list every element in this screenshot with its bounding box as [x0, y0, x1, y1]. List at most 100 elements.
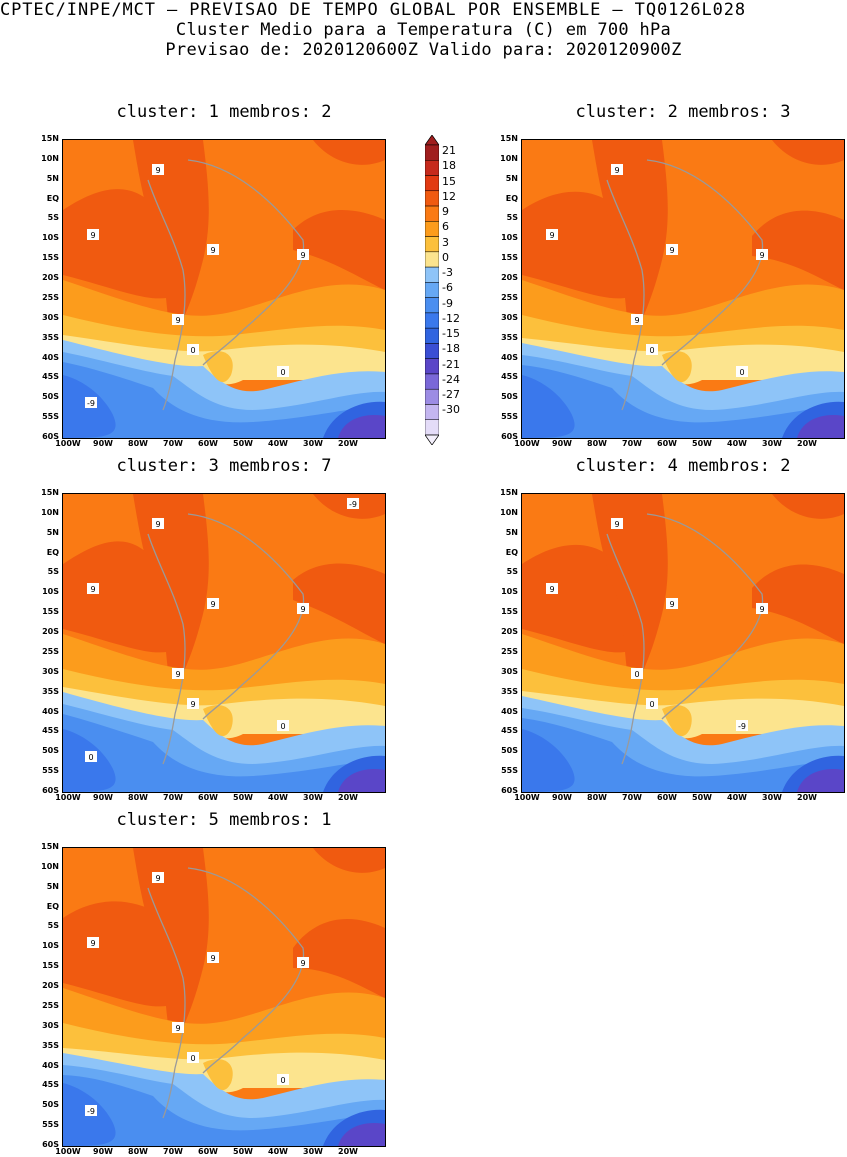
svg-text:9: 9 [300, 251, 305, 260]
lat-tick-label: 30S [42, 1020, 59, 1030]
header-line-2: Cluster Medio para a Temperatura (C) em … [175, 20, 672, 40]
colorbar-tick-label: -15 [442, 327, 460, 341]
lat-tick-label: 50S [42, 746, 59, 756]
lon-tick-label: 50W [692, 793, 712, 802]
colorbar-swatch [424, 236, 440, 253]
lat-tick-label: 50S [501, 392, 518, 402]
lat-tick-label: 10S [42, 941, 59, 951]
lon-tick-label: 80W [128, 793, 148, 802]
svg-text:0: 0 [280, 722, 285, 731]
svg-text:9: 9 [210, 246, 215, 255]
lon-tick-label: 50W [692, 439, 712, 448]
lat-tick-label: 10N [41, 861, 59, 871]
lon-tick-label: 80W [587, 439, 607, 448]
svg-text:9: 9 [614, 166, 619, 175]
contour-label: 0 [85, 751, 97, 762]
svg-text:9: 9 [175, 316, 180, 325]
contour-label: 0 [187, 344, 199, 355]
lat-tick-label: 40S [42, 352, 59, 362]
lon-tick-label: 80W [587, 793, 607, 802]
lon-tick-label: 50W [233, 1147, 253, 1156]
lon-tick-label: 40W [727, 439, 747, 448]
contour-label: 9 [297, 957, 309, 968]
lat-tick-label: 25S [42, 292, 59, 302]
lon-tick-label: 90W [552, 439, 572, 448]
lat-tick-label: 20S [42, 981, 59, 991]
contour-label: 0 [187, 1052, 199, 1063]
colorbar-swatch [424, 373, 440, 390]
colorbar-tick-label: -6 [442, 281, 453, 295]
lat-tick-label: 10S [42, 587, 59, 597]
contour-fill: 9 9 9 9 9 9 0 0 -9 [63, 494, 385, 792]
colorbar-swatch [424, 205, 440, 222]
lon-tick-label: 70W [622, 793, 642, 802]
contour-label: -9 [736, 720, 748, 731]
contour-label: 9 [546, 229, 558, 240]
svg-text:0: 0 [190, 346, 195, 355]
svg-text:-9: -9 [738, 722, 746, 731]
lon-tick-label: 100W [514, 439, 540, 448]
lat-tick-label: 25S [42, 1000, 59, 1010]
svg-text:9: 9 [155, 874, 160, 883]
contour-label: 9 [546, 583, 558, 594]
panel-title: cluster: 3 membros: 7 [116, 456, 332, 476]
lat-tick-label: 60S [501, 786, 518, 795]
lat-tick-label: 5S [47, 921, 59, 931]
colorbar-swatch [424, 190, 440, 207]
contour-label: 9 [152, 872, 164, 883]
svg-text:-9: -9 [87, 399, 95, 408]
lat-tick-label: 60S [42, 786, 59, 795]
lat-tick-label: 5N [46, 527, 59, 537]
contour-label: 9 [666, 598, 678, 609]
lat-tick-label: 30S [42, 666, 59, 676]
lat-tick-label: 60S [501, 432, 518, 441]
contour-label: 9 [87, 583, 99, 594]
colorbar-swatch [424, 160, 440, 176]
svg-text:9: 9 [300, 959, 305, 968]
lon-tick-label: 30W [303, 439, 323, 448]
contour-label: 9 [297, 603, 309, 614]
panel-title: cluster: 4 membros: 2 [575, 456, 791, 476]
colorbar-swatch [424, 221, 440, 237]
colorbar-tick-label: -27 [442, 388, 460, 402]
contour-label: 9 [207, 244, 219, 255]
lat-tick-label: 25S [42, 646, 59, 656]
lat-tick-label: 10S [501, 233, 518, 243]
contour-label: 0 [277, 720, 289, 731]
colorbar-tick-label: -21 [442, 357, 460, 371]
lat-tick-label: 15S [42, 961, 59, 971]
colorbar-swatch [424, 175, 440, 192]
contour-label: 0 [646, 344, 658, 355]
colorbar-tick-label: -3 [442, 266, 453, 280]
lon-tick-label: 60W [198, 439, 218, 448]
lat-tick-label: 25S [501, 646, 518, 656]
svg-text:9: 9 [300, 605, 305, 614]
contour-label: 9 [666, 244, 678, 255]
contour-fill: 9 9 9 9 9 0 0 -9 [63, 140, 385, 438]
lon-tick-label: 100W [55, 439, 81, 448]
svg-text:9: 9 [90, 231, 95, 240]
lat-tick-label: 15S [501, 607, 518, 617]
lat-tick-label: 5S [47, 567, 59, 577]
contour-label: 9 [631, 314, 643, 325]
svg-text:9: 9 [90, 939, 95, 948]
lat-tick-label: 15S [501, 253, 518, 263]
colorbar-swatch [424, 251, 440, 268]
lon-tick-label: 30W [303, 793, 323, 802]
lat-tick-label: 10N [41, 153, 59, 163]
lat-tick-label: 40S [501, 352, 518, 362]
lon-tick-label: 70W [622, 439, 642, 448]
lat-tick-label: EQ [46, 901, 59, 911]
lat-tick-label: 35S [42, 332, 59, 342]
lat-tick-label: 50S [42, 1100, 59, 1110]
svg-text:9: 9 [759, 251, 764, 260]
contour-label: 9 [152, 164, 164, 175]
colorbar-tick-label: 0 [442, 250, 449, 264]
lon-tick-label: 30W [762, 439, 782, 448]
lat-tick-label: 5N [505, 173, 518, 183]
lon-tick-label: 20W [338, 439, 358, 448]
lat-tick-label: 15S [42, 607, 59, 617]
lat-tick-label: 10S [42, 233, 59, 243]
svg-text:9: 9 [155, 520, 160, 529]
svg-text:0: 0 [649, 346, 654, 355]
